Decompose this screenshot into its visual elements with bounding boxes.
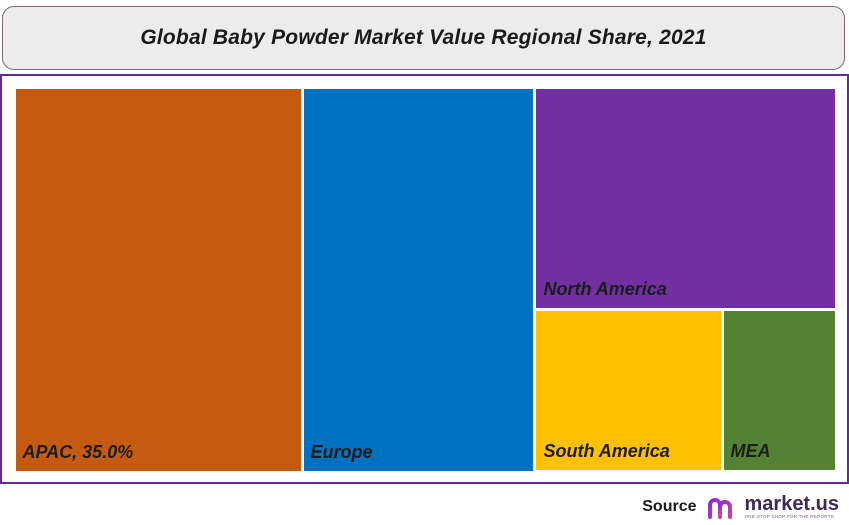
chart-title: Global Baby Powder Market Value Regional… xyxy=(140,26,707,49)
treemap-label-mea: MEA xyxy=(730,441,771,462)
treemap-area: APAC, 35.0% Europe North America South Amer… xyxy=(2,76,849,486)
treemap-label-north-america: North America xyxy=(543,278,667,299)
source-label: Source xyxy=(642,498,697,515)
source-row: Source market.us ONE STOP SHOP FOR THE R… xyxy=(642,490,839,524)
market-us-logo[interactable]: market.us ONE STOP SHOP FOR THE REPORTS xyxy=(707,493,840,521)
treemap-label-europe: Europe xyxy=(310,441,373,462)
chart-title-box: Global Baby Powder Market Value Regional… xyxy=(2,6,845,70)
logo-tagline: ONE STOP SHOP FOR THE REPORTS xyxy=(744,514,835,520)
logo-name: market.us xyxy=(744,493,840,516)
treemap-label-apac: APAC, 35.0% xyxy=(22,441,134,462)
market-us-logo-icon xyxy=(707,497,737,519)
treemap-tile-europe[interactable]: Europe xyxy=(303,88,534,471)
treemap-tile-apac[interactable]: APAC, 35.0% xyxy=(15,88,301,471)
treemap-label-south-america: South America xyxy=(543,441,670,462)
treemap-tile-mea[interactable]: MEA xyxy=(723,310,836,471)
treemap-tile-north-america[interactable]: North America xyxy=(536,88,836,308)
chart-frame: APAC, 35.0% Europe North America South Amer… xyxy=(0,74,849,484)
treemap-tile-south-america[interactable]: South America xyxy=(536,310,721,471)
